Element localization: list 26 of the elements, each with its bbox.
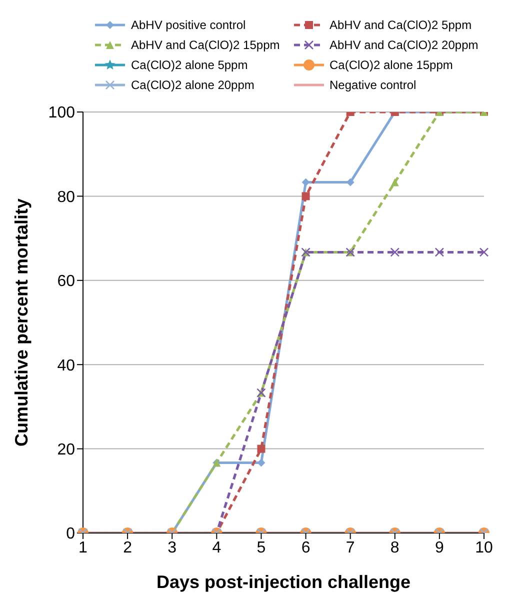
y-tick-label: 40 xyxy=(57,357,76,374)
x-tick-label: 4 xyxy=(212,539,222,556)
x-tick-label: 5 xyxy=(256,539,266,556)
legend-label: Ca(ClO)2 alone 20ppm xyxy=(131,78,254,92)
x-tick-label: 7 xyxy=(346,539,355,556)
x-tick-label: 6 xyxy=(301,539,310,556)
legend-label: Ca(ClO)2 alone 15ppm xyxy=(330,58,453,72)
x-axis-title: Days post-injection challenge xyxy=(156,572,411,592)
y-tick-label: 0 xyxy=(66,526,76,543)
x-tick-label: 9 xyxy=(434,539,444,556)
legend-label: AbHV and Ca(ClO)2 5ppm xyxy=(330,18,472,32)
legend-label: AbHV and Ca(ClO)2 15ppm xyxy=(131,38,280,52)
legend-label: AbHV and Ca(ClO)2 20ppm xyxy=(330,38,478,52)
y-tick-label: 20 xyxy=(57,441,76,458)
y-axis-title: Cumulative percent mortality xyxy=(11,198,32,447)
x-tick-label: 2 xyxy=(123,539,132,556)
legend-label: AbHV positive control xyxy=(131,18,246,32)
x-tick-label: 1 xyxy=(78,539,88,556)
x-tick-label: 8 xyxy=(390,539,400,556)
legend-label: Ca(ClO)2 alone 5ppm xyxy=(131,58,248,72)
y-tick-label: 100 xyxy=(48,104,76,122)
y-tick-label: 60 xyxy=(57,273,76,290)
legend-label: Negative control xyxy=(330,78,416,92)
y-tick-label: 80 xyxy=(57,188,76,206)
x-tick-label: 10 xyxy=(475,539,493,556)
x-tick-label: 3 xyxy=(168,539,177,556)
